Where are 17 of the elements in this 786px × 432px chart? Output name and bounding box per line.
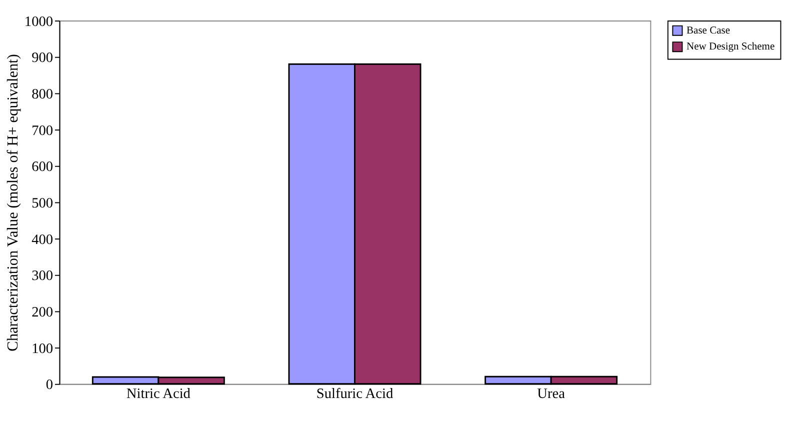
legend-label: New Design Scheme xyxy=(686,42,775,53)
y-tick-label: 400 xyxy=(32,232,54,248)
y-tick-label: 0 xyxy=(46,377,54,394)
y-tick-label: 300 xyxy=(32,268,54,284)
y-tick-label: 100 xyxy=(32,340,54,357)
legend-label: Base Case xyxy=(686,25,730,36)
y-tick-label: 1000 xyxy=(24,14,54,30)
y-tick-label: 600 xyxy=(32,159,54,176)
y-tick-label: 800 xyxy=(32,86,54,102)
x-tick-label: Nitric Acid xyxy=(126,386,190,402)
x-tick-label: Urea xyxy=(537,386,566,402)
y-tick-label: 700 xyxy=(32,122,54,139)
y-axis-title: Characterization Value (moles of H+ equivalent) xyxy=(4,54,22,352)
y-tick-label: 200 xyxy=(32,304,54,320)
y-tick-label: 900 xyxy=(32,50,54,66)
x-tick-label: Sulfuric Acid xyxy=(316,386,394,402)
y-tick-label: 500 xyxy=(32,195,54,212)
